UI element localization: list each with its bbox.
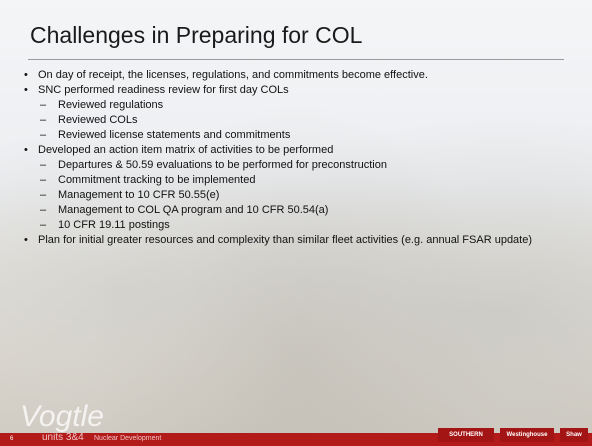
sub-bullet: Reviewed license statements and commitme… (22, 128, 570, 142)
sub-bullet: 10 CFR 19.11 postings (22, 218, 570, 232)
bullet: On day of receipt, the licenses, regulat… (22, 68, 570, 82)
partner-logo: Shaw (560, 428, 588, 442)
bullet-list: On day of receipt, the licenses, regulat… (22, 68, 570, 248)
sub-bullet: Reviewed regulations (22, 98, 570, 112)
sub-bullet: Management to COL QA program and 10 CFR … (22, 203, 570, 217)
logo-text: Vogtle (20, 400, 104, 434)
partner-logo: Westinghouse (500, 428, 554, 442)
sub-bullet: Management to 10 CFR 50.55(e) (22, 188, 570, 202)
bullet: Plan for initial greater resources and c… (22, 233, 570, 247)
page-number: 6 (10, 436, 13, 442)
footer-tagline: Nuclear Development (94, 435, 161, 442)
slide-title: Challenges in Preparing for COL (30, 22, 362, 49)
sub-bullet: Departures & 50.59 evaluations to be per… (22, 158, 570, 172)
footer-subtitle: units 3&4 (42, 432, 84, 443)
bullet: Developed an action item matrix of activ… (22, 143, 570, 157)
partner-logo: SOUTHERN COMPANY (438, 428, 494, 442)
sub-bullet: Commitment tracking to be implemented (22, 173, 570, 187)
sub-bullet: Reviewed COLs (22, 113, 570, 127)
bullet: SNC performed readiness review for first… (22, 83, 570, 97)
title-rule (28, 59, 564, 60)
slide: Challenges in Preparing for COL On day o… (0, 0, 592, 446)
